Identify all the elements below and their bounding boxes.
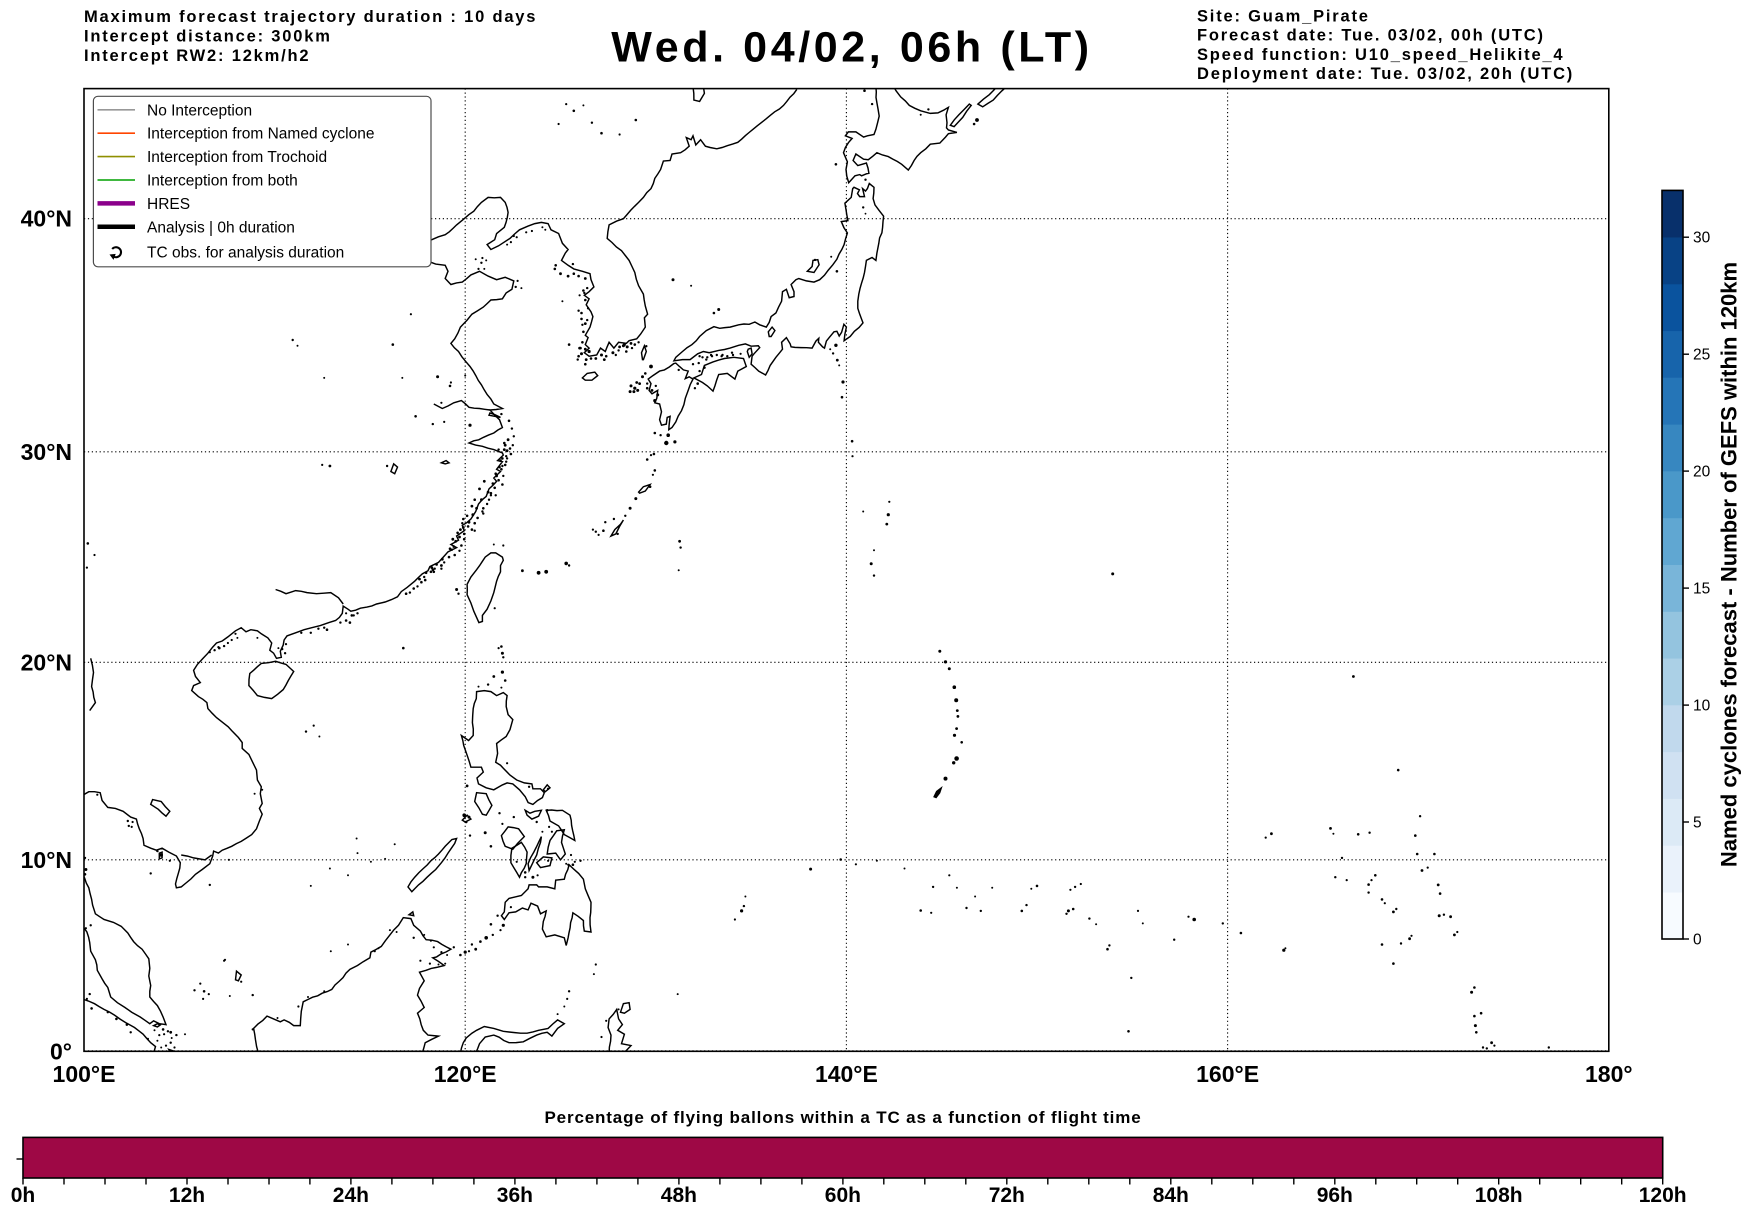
svg-text:Forecast date: Tue. 03/02, 00h: Forecast date: Tue. 03/02, 00h (UTC) bbox=[1197, 27, 1545, 45]
svg-text:Interception from Trochoid: Interception from Trochoid bbox=[147, 149, 327, 166]
svg-text:60h: 60h bbox=[825, 1184, 861, 1207]
svg-text:160°E: 160°E bbox=[1196, 1061, 1259, 1087]
svg-text:20°N: 20°N bbox=[21, 649, 72, 675]
svg-text:30°N: 30°N bbox=[21, 439, 72, 465]
svg-text:No Interception: No Interception bbox=[147, 102, 252, 119]
svg-text:30: 30 bbox=[1693, 230, 1711, 247]
svg-text:100°E: 100°E bbox=[53, 1061, 116, 1087]
svg-text:HRES: HRES bbox=[147, 196, 190, 213]
svg-text:120°E: 120°E bbox=[434, 1061, 497, 1087]
svg-text:10: 10 bbox=[1693, 698, 1711, 715]
svg-text:20: 20 bbox=[1693, 464, 1711, 481]
svg-text:36h: 36h bbox=[497, 1184, 533, 1207]
svg-text:48h: 48h bbox=[661, 1184, 697, 1207]
svg-text:TC obs. for analysis duration: TC obs. for analysis duration bbox=[147, 245, 344, 262]
svg-text:10°N: 10°N bbox=[21, 847, 72, 873]
svg-text:84h: 84h bbox=[1153, 1184, 1189, 1207]
svg-text:140°E: 140°E bbox=[815, 1061, 878, 1087]
svg-text:Deployment date: Tue. 03/02, 2: Deployment date: Tue. 03/02, 20h (UTC) bbox=[1197, 65, 1574, 83]
svg-text:Intercept RW2: 12km/h2: Intercept RW2: 12km/h2 bbox=[84, 47, 310, 65]
svg-text:15: 15 bbox=[1693, 581, 1710, 598]
svg-text:5: 5 bbox=[1693, 815, 1702, 832]
svg-text:108h: 108h bbox=[1475, 1184, 1523, 1207]
svg-text:Analysis | 0h duration: Analysis | 0h duration bbox=[147, 219, 295, 236]
svg-text:Wed. 04/02, 06h (LT): Wed. 04/02, 06h (LT) bbox=[611, 24, 1092, 72]
svg-text:72h: 72h bbox=[989, 1184, 1025, 1207]
svg-text:Percentage of flying ballons w: Percentage of flying ballons within a TC… bbox=[544, 1108, 1141, 1127]
svg-text:Speed function: U10_speed_Heli: Speed function: U10_speed_Helikite_4 bbox=[1197, 46, 1564, 64]
svg-text:Interception from Named cyclon: Interception from Named cyclone bbox=[147, 126, 374, 143]
svg-text:Named cyclones forecast - Numb: Named cyclones forecast - Number of GEFS… bbox=[1717, 262, 1742, 867]
svg-text:12h: 12h bbox=[169, 1184, 205, 1207]
svg-text:Interception from both: Interception from both bbox=[147, 173, 298, 190]
svg-text:96h: 96h bbox=[1317, 1184, 1353, 1207]
svg-text:0h: 0h bbox=[11, 1184, 36, 1207]
svg-text:Maximum forecast trajectory du: Maximum forecast trajectory duration : 1… bbox=[84, 8, 537, 26]
svg-text:Site: Guam_Pirate: Site: Guam_Pirate bbox=[1197, 8, 1370, 26]
svg-text:180°: 180° bbox=[1585, 1061, 1633, 1087]
svg-text:120h: 120h bbox=[1639, 1184, 1687, 1207]
svg-text:Intercept distance: 300km: Intercept distance: 300km bbox=[84, 27, 332, 45]
svg-text:40°N: 40°N bbox=[21, 206, 72, 232]
svg-text:0°: 0° bbox=[50, 1038, 72, 1064]
svg-text:25: 25 bbox=[1693, 347, 1710, 364]
svg-text:24h: 24h bbox=[333, 1184, 369, 1207]
svg-text:0: 0 bbox=[1693, 932, 1702, 949]
